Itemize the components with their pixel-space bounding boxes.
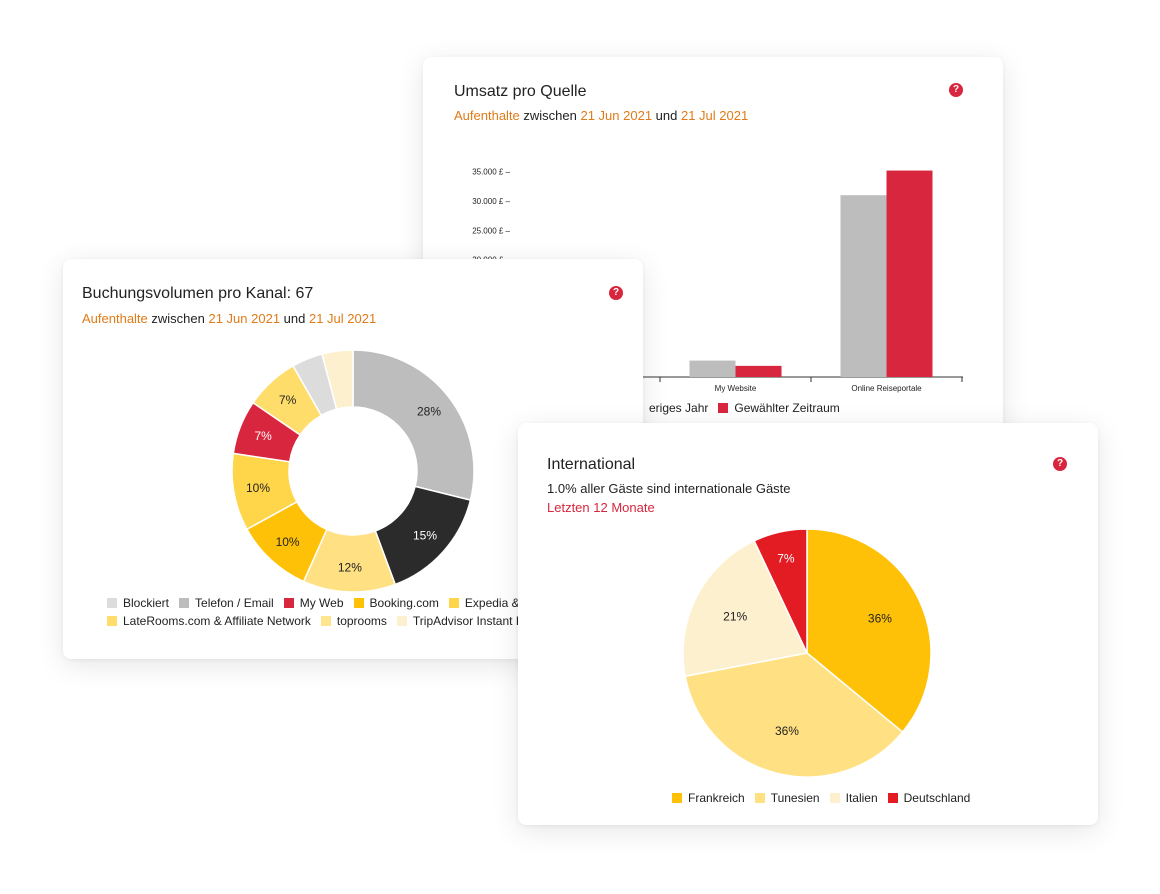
buchungs-legend-row1: Blockiert Telefon / Email My Web Booking.co…: [107, 596, 549, 614]
pie-slice-deutschland: [753, 528, 808, 654]
bar-ytick-label: 25.000 £ –: [472, 226, 510, 235]
buchungs-legend-item-my-web[interactable]: My Web: [283, 596, 344, 610]
donut-slice-label: 12%: [338, 560, 362, 574]
umsatz-sub-e[interactable]: 21 Jul 2021: [680, 108, 749, 123]
pie-slice-label: 7%: [777, 552, 795, 566]
buchungs-legend-label: Blockiert: [123, 596, 170, 610]
international-legend-label: Deutschland: [903, 791, 971, 805]
international-line2[interactable]: Letzten 12 Monate: [547, 500, 655, 515]
umsatz-bar-chart: 20.000 £ –25.000 £ –30.000 £ –35.000 £ –…: [472, 168, 963, 393]
buchungs-legend-row2: LateRooms.com & Affiliate Network toproom…: [107, 614, 549, 632]
buchungs-legend-swatch: [396, 616, 407, 626]
buchungs-legend-swatch: [320, 616, 331, 626]
buchungs-legend-label: TripAdvisor Instant Boo: [412, 614, 538, 628]
donut-slice-label: 15%: [413, 528, 437, 542]
buchungs-help-icon[interactable]: ?: [609, 286, 623, 300]
international-title: International: [547, 456, 636, 473]
umsatz-legend-item-gew-hlter-zeitraum[interactable]: Gewählter Zeitraum: [718, 401, 840, 415]
buchungs-sub-c[interactable]: 21 Jun 2021: [208, 311, 281, 326]
bar-ytick-label: 30.000 £ –: [472, 197, 510, 206]
donut-slice-label: 10%: [276, 535, 300, 549]
bar-category-label: My Website: [715, 384, 757, 393]
pie-slice-frankreich: [806, 528, 932, 734]
umsatz-legend-label: eriges Jahr: [649, 401, 709, 415]
umsatz-legend-label: Gewählter Zeitraum: [734, 401, 840, 415]
international-legend-item-tunesien[interactable]: Tunesien: [754, 791, 820, 805]
buchungs-legend-swatch: [107, 598, 117, 608]
international-legend-label: Tunesien: [770, 791, 820, 805]
bar-gew-hlter-zeitraum-online-reiseportale: [886, 170, 933, 377]
bar-category-label: Online Reiseportale: [851, 384, 922, 393]
international-legend-item-deutschland[interactable]: Deutschland: [887, 791, 971, 805]
buchungs-legend-swatch: [353, 598, 364, 608]
umsatz-sub-a[interactable]: Aufenthalte: [454, 108, 520, 123]
buchungs-legend-item-tripadvisor-instant-boo[interactable]: TripAdvisor Instant Boo: [396, 614, 538, 628]
buchungs-legend-label: Booking.com: [369, 596, 439, 610]
buchungs-sub-d: und: [280, 311, 309, 326]
umsatz-title: Umsatz pro Quelle: [454, 83, 587, 100]
pie-slice-label: 36%: [868, 612, 892, 626]
bar-eriges-jahr-online-reiseportale: [840, 195, 887, 377]
international-card: International 1.0% aller Gäste sind inte…: [518, 423, 1098, 825]
bar-eriges-jahr-my-website: [689, 360, 736, 377]
buchungs-subtitle: Aufenthalte zwischen 21 Jun 2021 und 21 …: [82, 311, 376, 326]
buchungs-sub-e[interactable]: 21 Jul 2021: [308, 311, 377, 326]
international-legend-swatch: [754, 793, 765, 803]
buchungs-sub-a[interactable]: Aufenthalte: [82, 311, 148, 326]
international-help-icon[interactable]: ?: [1053, 457, 1067, 471]
international-legend: Frankreich Tunesien Italien Deutschland: [672, 791, 980, 806]
buchungs-title: Buchungsvolumen pro Kanal: 67: [82, 285, 314, 302]
international-legend-item-frankreich[interactable]: Frankreich: [672, 791, 745, 805]
pie-slice-tunesien: [684, 652, 904, 778]
buchungs-legend-item-telefon-email[interactable]: Telefon / Email: [179, 596, 274, 610]
umsatz-legend: eriges Jahr Gewählter Zeitraum: [633, 401, 850, 416]
donut-slice-telefon-email: [352, 349, 475, 502]
umsatz-sub-c[interactable]: 21 Jun 2021: [580, 108, 653, 123]
donut-slice-label: 10%: [246, 481, 270, 495]
buchungs-legend-swatch: [107, 616, 117, 626]
buchungs-legend-item-toprooms[interactable]: toprooms: [320, 614, 387, 628]
buchungs-sub-b: zwischen: [147, 311, 209, 326]
international-legend-item-italien[interactable]: Italien: [829, 791, 878, 805]
international-legend-swatch: [887, 793, 898, 803]
international-legend-label: Frankreich: [688, 791, 745, 805]
umsatz-subtitle: Aufenthalte zwischen 21 Jun 2021 und 21 …: [454, 108, 748, 123]
buchungs-legend-label: toprooms: [336, 614, 387, 628]
buchungs-legend-label: My Web: [299, 596, 344, 610]
umsatz-sub-d: und: [652, 108, 681, 123]
pie-slice-label: 21%: [723, 609, 747, 623]
buchungs-legend-label: Telefon / Email: [195, 596, 274, 610]
buchungs-legend-item-blockiert[interactable]: Blockiert: [107, 596, 169, 610]
donut-slice-label: 7%: [279, 393, 297, 407]
buchungs-legend: Blockiert Telefon / Email My Web Booking.co…: [107, 596, 549, 632]
bar-gew-hlter-zeitraum-my-website: [735, 365, 782, 377]
international-line1: 1.0% aller Gäste sind internationale Gäs…: [547, 481, 791, 496]
pie-slice-italien: [682, 539, 809, 678]
bar-ytick-label: 35.000 £ –: [472, 168, 510, 177]
buchungs-legend-swatch: [179, 598, 190, 608]
international-legend-swatch: [829, 793, 840, 803]
buchungs-donut-chart: 28% 15% 12% 10% 10% 7% 7%: [231, 349, 475, 593]
donut-slice-label: 28%: [417, 405, 441, 419]
international-pie-chart: 36% 36% 21% 7%: [682, 528, 932, 778]
umsatz-legend-swatch: [718, 403, 729, 413]
pie-slice-label: 36%: [775, 724, 799, 738]
international-legend-swatch: [672, 793, 682, 803]
umsatz-legend-item-eriges-jahr[interactable]: eriges Jahr: [633, 401, 708, 415]
buchungs-legend-item-laterooms-com-affiliate-network[interactable]: LateRooms.com & Affiliate Network: [107, 614, 311, 628]
donut-slice-tripadvisor-instant-boo: [321, 349, 354, 411]
buchungs-legend-label: LateRooms.com & Affiliate Network: [123, 614, 311, 628]
buchungs-legend-item-booking-com[interactable]: Booking.com: [353, 596, 439, 610]
donut-slice-label: 7%: [254, 429, 272, 443]
international-legend-label: Italien: [845, 791, 878, 805]
buchungs-legend-swatch: [448, 598, 459, 608]
umsatz-sub-b: zwischen: [519, 108, 581, 123]
buchungs-legend-swatch: [283, 598, 294, 608]
umsatz-help-icon[interactable]: ?: [949, 83, 963, 97]
